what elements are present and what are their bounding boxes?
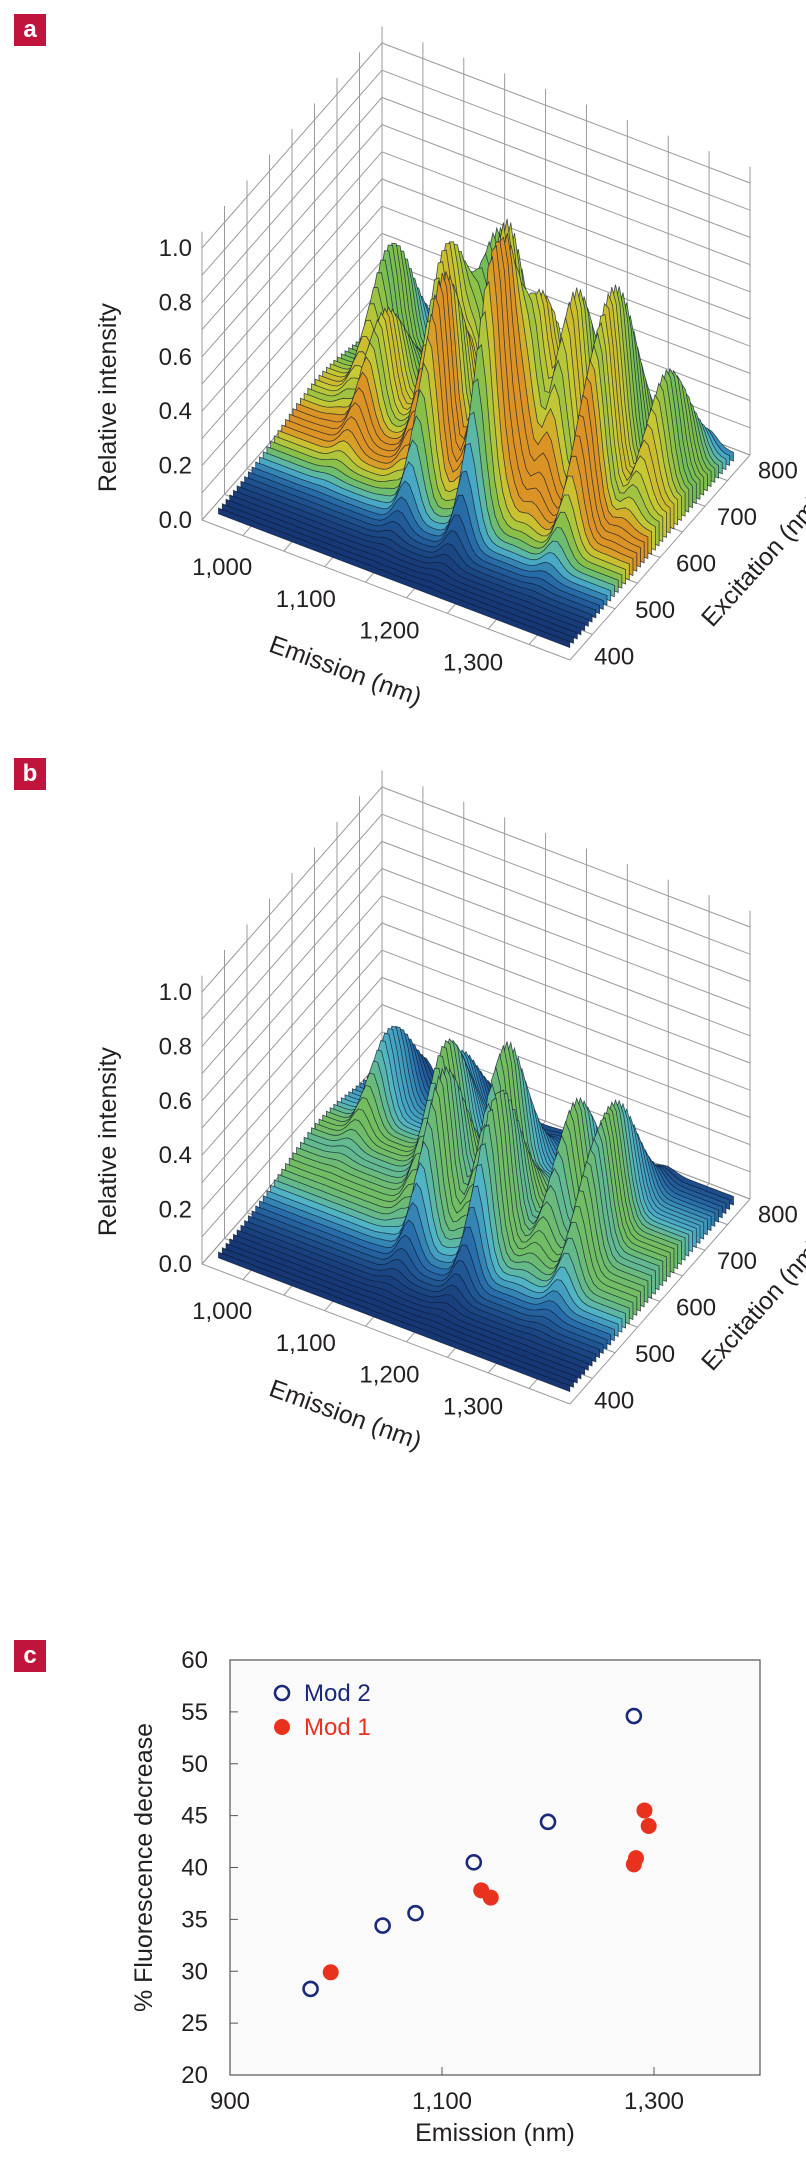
b-surface-slice bbox=[240, 1224, 593, 1367]
a-surface-slice bbox=[259, 442, 612, 602]
y-tick-label: 25 bbox=[181, 2010, 208, 2037]
a-x-tick-label: 1,100 bbox=[276, 586, 336, 613]
data-point bbox=[374, 1917, 391, 1934]
a-z-tick-label: 0.8 bbox=[159, 289, 192, 316]
data-point bbox=[636, 1802, 653, 1819]
b-surface-slice bbox=[221, 1247, 574, 1388]
x-tick-label: 1,100 bbox=[412, 2088, 472, 2115]
b-z-tick-label: 0.0 bbox=[159, 1251, 192, 1278]
b-x-tick-label: 1,300 bbox=[443, 1394, 503, 1421]
b-z-tick-label: 1.0 bbox=[159, 979, 192, 1006]
a-surface bbox=[218, 218, 734, 649]
y-tick-label: 50 bbox=[181, 1751, 208, 1778]
a-surface-slice bbox=[229, 494, 582, 636]
series-mod-2 bbox=[302, 1707, 643, 1998]
b-x-tick-label: 1,000 bbox=[192, 1298, 252, 1325]
b-z-tick-label: 0.8 bbox=[159, 1033, 192, 1060]
b-surface-slice bbox=[225, 1242, 578, 1384]
data-point bbox=[465, 1854, 483, 1871]
a-z-tick-label: 1.0 bbox=[159, 235, 192, 262]
b-surface-slice bbox=[236, 1229, 589, 1371]
b-surface-slice bbox=[285, 1086, 638, 1316]
data-point bbox=[539, 1813, 557, 1831]
a-surface-slice bbox=[232, 489, 586, 632]
b-z-tick-label: 0.2 bbox=[159, 1197, 192, 1224]
a-y-tick-label: 500 bbox=[635, 597, 675, 624]
x-tick-label: 1,300 bbox=[624, 2088, 684, 2115]
a-x-tick-label: 1,000 bbox=[192, 554, 252, 581]
data-point bbox=[640, 1818, 657, 1834]
b-z-tick-label: 0.4 bbox=[159, 1142, 192, 1169]
a-z-tick-label: 0.2 bbox=[159, 453, 192, 480]
panel-a-3d-surface-plot: 0.0 0.2 0.4 0.6 0.8 1.0 1,000 1,100 1,200 1,300 40… bbox=[94, 26, 806, 711]
a-y-tick-label: 400 bbox=[594, 644, 634, 671]
a-surface-slice bbox=[225, 498, 578, 640]
y-tick-label: 35 bbox=[181, 1906, 208, 1933]
legend-marker bbox=[274, 1719, 290, 1735]
data-point bbox=[482, 1889, 499, 1906]
b-surface-slice bbox=[288, 1074, 641, 1312]
y-axis-label: % Fluorescence decrease bbox=[130, 1723, 158, 2012]
b-x-tick-label: 1,100 bbox=[276, 1330, 336, 1357]
a-surface-slice bbox=[266, 378, 619, 593]
y-tick-label: 55 bbox=[181, 1699, 208, 1726]
x-tick-label: 900 bbox=[210, 2088, 250, 2115]
panel-b-3d-surface-plot: 0.0 0.2 0.4 0.6 0.8 1.0 1,000 1,100 1,200 1,300 40… bbox=[94, 770, 806, 1455]
a-surface-slice bbox=[236, 485, 589, 627]
a-z-tick-label: 0.0 bbox=[159, 507, 192, 534]
b-y-tick-label: 600 bbox=[676, 1295, 716, 1322]
b-surface-slice bbox=[273, 1140, 626, 1329]
b-surface-slice bbox=[232, 1233, 586, 1376]
a-surface-slice bbox=[273, 310, 626, 585]
y-tick-label: 40 bbox=[181, 1855, 208, 1882]
b-surface-slice bbox=[281, 1101, 634, 1321]
a-y-tick-label: 600 bbox=[676, 551, 716, 578]
panel-b-badge: b bbox=[14, 758, 46, 790]
b-surface-slice bbox=[292, 1067, 645, 1308]
legend-label: Mod 1 bbox=[304, 1714, 371, 1741]
data-point bbox=[407, 1904, 424, 1922]
data-point bbox=[627, 1850, 644, 1867]
b-surface-slice bbox=[218, 1251, 571, 1393]
legend-marker bbox=[273, 1684, 291, 1702]
plot-area bbox=[229, 1659, 761, 2076]
a-y-tick-label: 700 bbox=[717, 504, 757, 531]
a-surface-slice bbox=[240, 480, 593, 623]
a-floor-gridline bbox=[201, 519, 571, 661]
b-z-axis-label: Relative intensity bbox=[94, 1047, 122, 1236]
y-tick-label: 20 bbox=[181, 2062, 208, 2089]
a-y-tick-label: 800 bbox=[758, 457, 798, 484]
a-z-tick-label: 0.4 bbox=[159, 398, 192, 425]
a-surface-slice bbox=[270, 343, 623, 589]
a-z-axis-label: Relative intensity bbox=[94, 303, 122, 492]
y-tick-label: 60 bbox=[181, 1647, 208, 1674]
a-surface-slice bbox=[221, 503, 574, 644]
panel-c-badge: c bbox=[14, 1640, 46, 1672]
b-y-tick-label: 400 bbox=[594, 1388, 634, 1415]
b-surface-slice bbox=[277, 1120, 630, 1325]
b-y-tick-label: 700 bbox=[717, 1248, 757, 1275]
a-z-tick-label: 0.6 bbox=[159, 344, 192, 371]
data-point bbox=[625, 1707, 643, 1725]
data-point bbox=[302, 1980, 319, 1998]
b-surface-slice bbox=[270, 1161, 623, 1333]
panel-c-scatter-plot: 20 25 30 35 40 45 50 55 60 900 1,100 1,300 Emission … bbox=[130, 1647, 761, 2147]
b-floor-gridline bbox=[201, 1263, 571, 1405]
b-surface-slice bbox=[229, 1238, 582, 1380]
a-surface-slice bbox=[218, 507, 571, 649]
b-y-tick-label: 500 bbox=[635, 1341, 675, 1368]
b-z-tick-label: 0.6 bbox=[159, 1088, 192, 1115]
b-surface bbox=[218, 1025, 734, 1393]
a-x-tick-label: 1,200 bbox=[359, 618, 419, 645]
b-x-tick-label: 1,200 bbox=[359, 1362, 419, 1389]
panel-a-badge: a bbox=[14, 14, 46, 46]
data-point bbox=[322, 1964, 339, 1981]
y-tick-label: 30 bbox=[181, 1958, 208, 1985]
b-y-tick-label: 800 bbox=[758, 1201, 798, 1228]
series-mod-1 bbox=[322, 1802, 657, 1981]
x-axis-label: Emission (nm) bbox=[415, 2119, 575, 2147]
a-x-tick-label: 1,300 bbox=[443, 650, 503, 677]
legend-label: Mod 2 bbox=[304, 1680, 371, 1707]
y-tick-label: 45 bbox=[181, 1803, 208, 1830]
